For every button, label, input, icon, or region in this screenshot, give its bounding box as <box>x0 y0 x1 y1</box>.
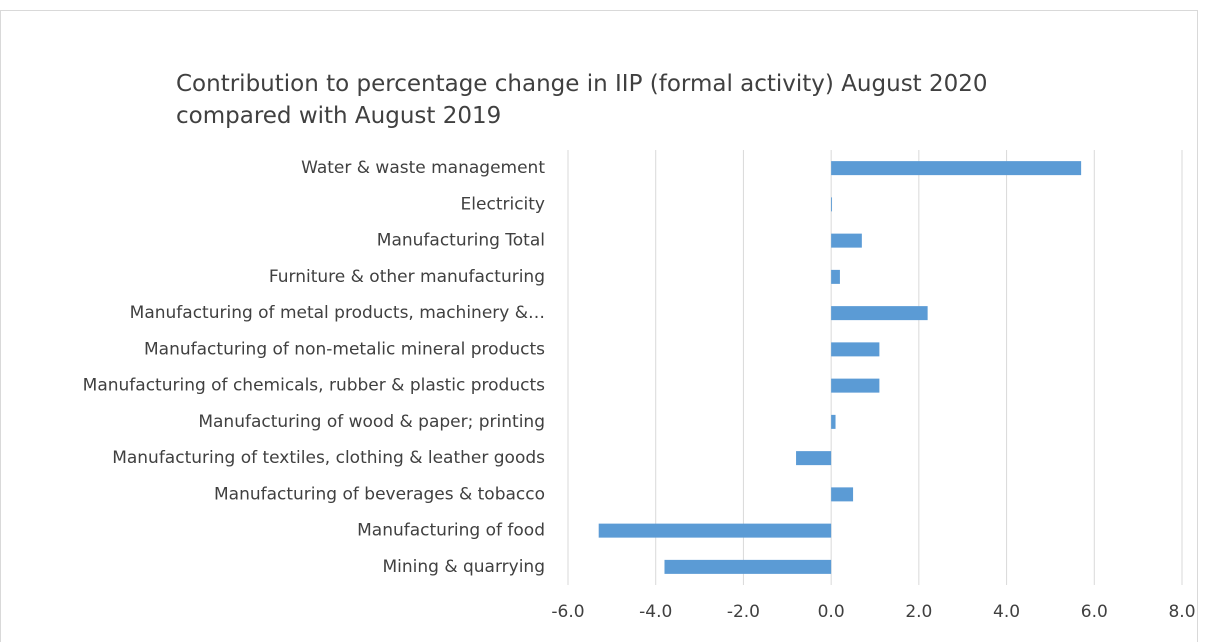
x-tick-label: -6.0 <box>551 602 584 622</box>
x-tick-label: 8.0 <box>1168 602 1195 622</box>
bar <box>831 233 862 248</box>
y-tick-label: Manufacturing of beverages & tobacco <box>214 484 545 504</box>
y-tick-label: Manufacturing of chemicals, rubber & pla… <box>83 376 545 396</box>
bar <box>831 414 836 429</box>
bar <box>831 161 1082 176</box>
y-tick-label: Furniture & other manufacturing <box>269 267 545 287</box>
x-tick-label: 4.0 <box>993 602 1020 622</box>
chart-title: compared with August 2019 <box>176 103 501 129</box>
y-tick-label: Water & waste management <box>301 158 545 178</box>
y-tick-label: Manufacturing of metal products, machine… <box>130 303 545 323</box>
x-tick-label: 0.0 <box>818 602 845 622</box>
bar <box>831 378 880 393</box>
bar <box>831 342 880 357</box>
bar <box>831 269 840 284</box>
chart-title: Contribution to percentage change in IIP… <box>176 71 988 97</box>
y-tick-label: Manufacturing of non-metalic mineral pro… <box>144 339 545 359</box>
x-tick-label: 2.0 <box>905 602 932 622</box>
bar <box>831 306 928 321</box>
y-tick-label: Mining & quarrying <box>382 557 545 577</box>
y-tick-label: Manufacturing Total <box>377 231 545 251</box>
y-tick-label: Manufacturing of textiles, clothing & le… <box>112 448 545 468</box>
x-tick-label: 6.0 <box>1081 602 1108 622</box>
y-tick-label: Manufacturing of food <box>357 521 545 541</box>
bar <box>831 487 854 502</box>
bar <box>831 197 833 212</box>
bar <box>796 451 832 466</box>
chart-border <box>0 10 1198 642</box>
x-tick-label: -2.0 <box>727 602 760 622</box>
x-tick-label: -4.0 <box>639 602 672 622</box>
y-tick-label: Manufacturing of wood & paper; printing <box>198 412 545 432</box>
y-tick-label: Electricity <box>461 194 545 214</box>
bar <box>664 559 832 574</box>
bar <box>598 523 832 538</box>
